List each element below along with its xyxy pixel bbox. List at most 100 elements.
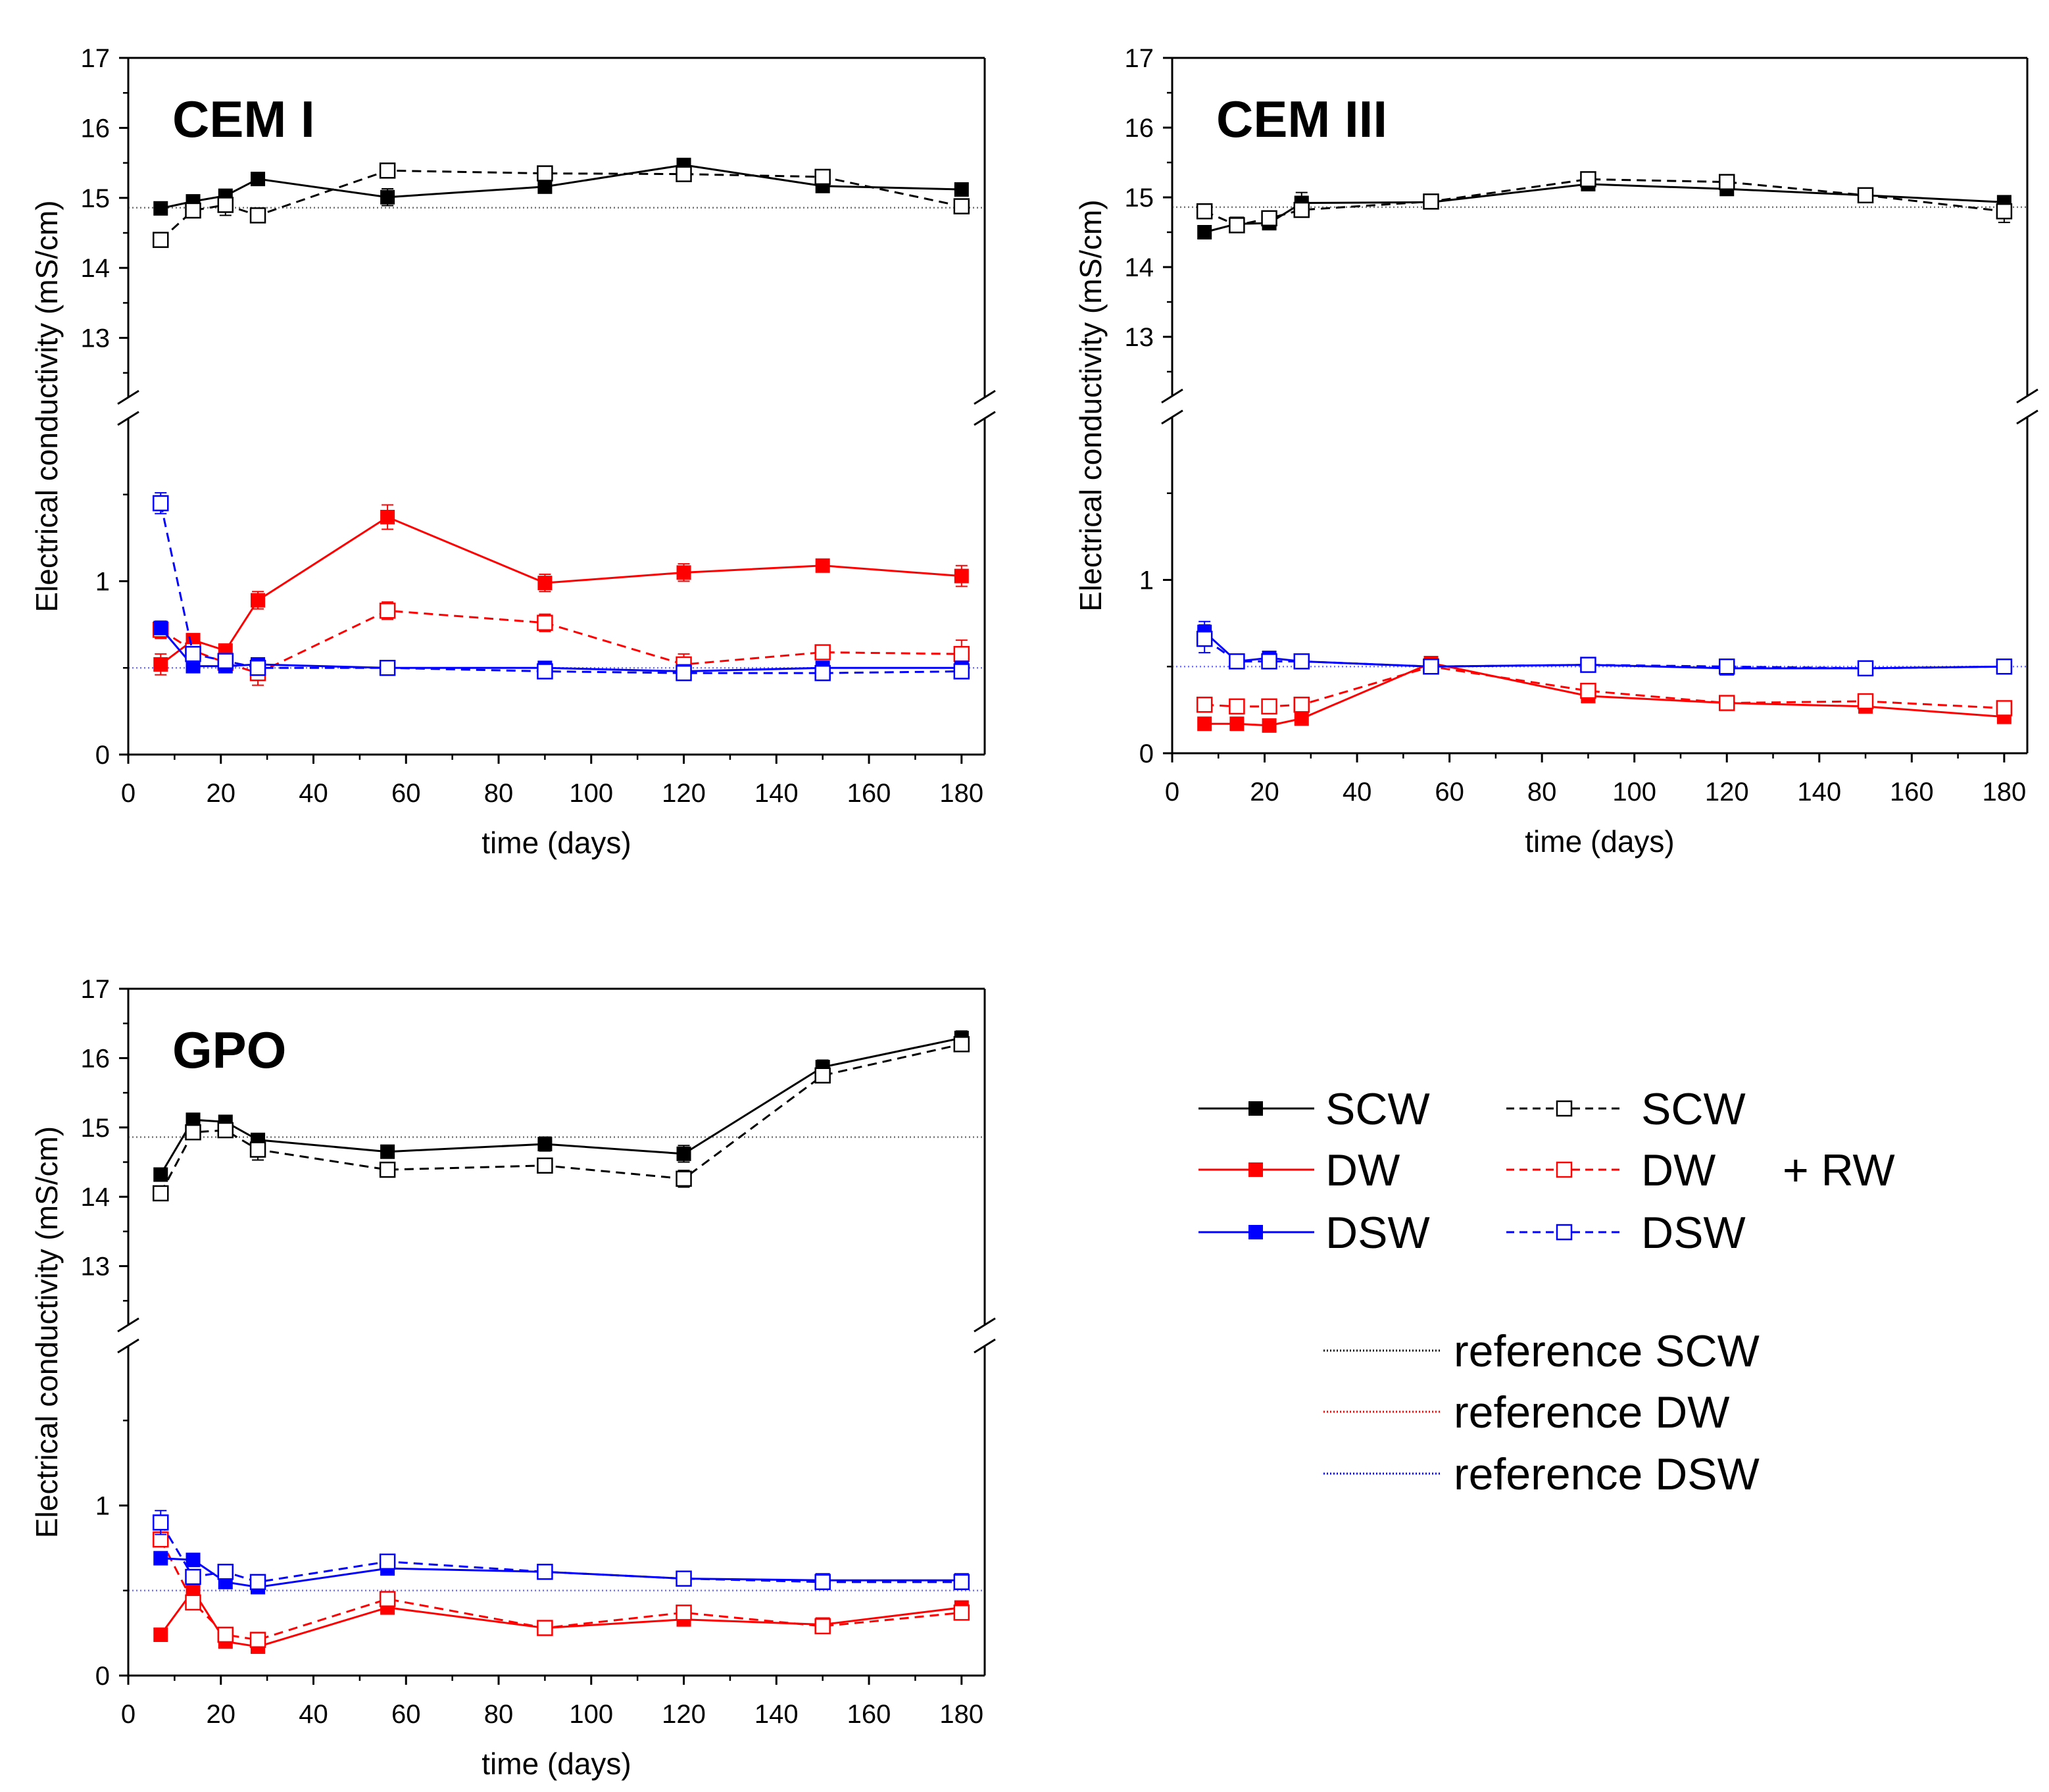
data-point (676, 1570, 692, 1587)
legend-marker-open (1556, 1161, 1573, 1178)
axis-break-mark (1161, 409, 1183, 425)
data-point (217, 1564, 234, 1580)
data-point (379, 162, 396, 179)
x-tick-label: 180 (939, 1700, 983, 1729)
y-tick-label: 1 (95, 568, 110, 597)
legend-marker-open (1556, 1224, 1573, 1241)
data-point (1261, 698, 1277, 715)
y-tick-label: 14 (81, 1183, 111, 1212)
data-point (1293, 696, 1310, 713)
legend-label: DSW (1325, 1208, 1430, 1258)
series-line (160, 516, 962, 666)
data-point (1197, 716, 1212, 732)
x-tick-label: 80 (484, 1700, 514, 1729)
data-point (1197, 225, 1212, 239)
axis-break-mark (1161, 388, 1183, 404)
data-point (249, 1141, 266, 1158)
x-tick-label: 120 (662, 779, 706, 808)
data-point (380, 1144, 395, 1159)
series-line (159, 1043, 962, 1194)
chart-panel-3: 0 20 40 60 80 100 120 140 160 180 13 14 15 16 17 0 1 GPO t… (30, 975, 996, 1781)
axis-break-mark (974, 411, 996, 426)
data-point (249, 207, 266, 224)
y-tick-label: 14 (81, 254, 111, 283)
x-axis-label: time (days) (481, 826, 631, 860)
data-point (953, 1605, 970, 1621)
x-tick-label: 100 (569, 1700, 613, 1729)
series-dw (153, 504, 969, 676)
x-tick-label: 0 (121, 779, 136, 808)
data-point (1261, 210, 1277, 227)
series-scw-rw (1196, 171, 2013, 234)
x-tick-label: 40 (299, 1700, 328, 1729)
data-point (676, 664, 692, 682)
data-point (185, 1124, 201, 1141)
data-point (954, 182, 969, 197)
y-tick-label: 15 (81, 184, 111, 213)
series-dsw (153, 620, 969, 679)
legend-rw-label: DSW (1641, 1208, 1746, 1258)
data-point (537, 1157, 553, 1174)
x-tick-label: 100 (569, 779, 613, 808)
x-tick-label: 80 (1527, 778, 1557, 807)
axis-break-mark (2016, 409, 2038, 425)
y-tick-label: 17 (1125, 44, 1154, 73)
data-point (1996, 659, 2013, 675)
y-axis-label: Electrical conductivity (mS/cm) (1074, 199, 1108, 611)
data-point (1718, 659, 1735, 675)
data-point (185, 202, 201, 219)
data-point (1580, 171, 1596, 187)
x-tick-label: 60 (391, 1700, 421, 1729)
x-tick-label: 60 (1435, 778, 1464, 807)
data-point (537, 663, 553, 680)
x-tick-label: 120 (662, 1700, 706, 1729)
data-point (953, 1036, 970, 1053)
data-point (185, 1553, 201, 1568)
data-point (249, 660, 266, 676)
x-tick-label: 0 (1165, 778, 1179, 807)
series-line (160, 164, 962, 210)
data-point (1196, 630, 1213, 647)
data-point (153, 495, 169, 512)
legend-reference-label: reference SCW (1454, 1326, 1760, 1376)
data-point (1229, 698, 1245, 715)
data-point (379, 603, 396, 619)
legend-label: SCW (1325, 1084, 1430, 1134)
legend-label: DW (1325, 1145, 1400, 1195)
axis-break-mark (117, 411, 139, 426)
y-tick-label: 0 (95, 741, 110, 770)
data-point (953, 1574, 970, 1591)
data-point (537, 179, 553, 194)
y-tick-label: 15 (81, 1114, 111, 1143)
data-point (537, 1137, 553, 1152)
axes-frame (117, 57, 996, 764)
axis-break-mark (117, 1338, 139, 1354)
data-point (379, 1591, 396, 1607)
legend-marker-solid (1248, 1101, 1263, 1116)
y-tick-label: 0 (1139, 739, 1154, 768)
series-line (1204, 637, 2004, 670)
x-tick-label: 160 (1890, 778, 1934, 807)
y-tick-label: 0 (95, 1662, 110, 1691)
data-point (1423, 659, 1439, 675)
data-point (380, 189, 395, 205)
series-line (159, 503, 962, 674)
data-point (953, 645, 970, 662)
legend-reference-label: reference DSW (1454, 1449, 1760, 1499)
data-point (953, 663, 970, 680)
data-point (185, 645, 201, 662)
data-point (153, 1551, 168, 1566)
data-point (217, 1122, 234, 1139)
legend-rw-text: + RW (1783, 1145, 1895, 1195)
data-point (815, 558, 830, 573)
data-point (814, 1618, 831, 1635)
data-point (1229, 716, 1245, 732)
data-point (1229, 653, 1245, 670)
panel-title: CEM III (1216, 90, 1387, 148)
y-axis-label: Electrical conductivity (mS/cm) (30, 200, 64, 612)
data-point (814, 1067, 831, 1083)
data-point (251, 593, 266, 608)
data-point (1262, 718, 1277, 733)
data-point (954, 568, 969, 584)
x-tick-label: 160 (847, 1700, 891, 1729)
